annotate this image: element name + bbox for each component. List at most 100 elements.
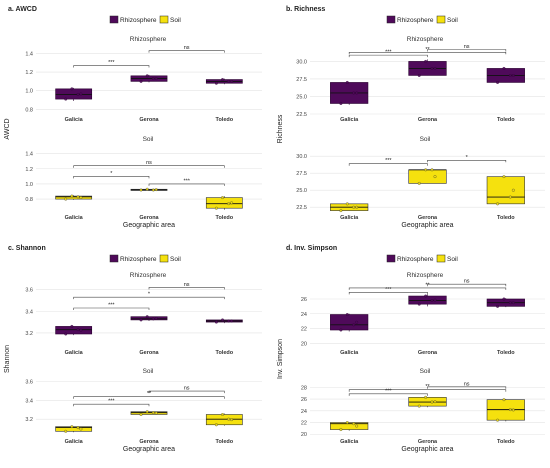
- data-point: [151, 411, 155, 415]
- data-point: [508, 408, 512, 412]
- facet-strip-label: Soil: [143, 368, 154, 375]
- data-point: [433, 298, 437, 302]
- y-tick-label: 24: [301, 409, 307, 415]
- data-point: [70, 425, 74, 429]
- panel-title: a. AWCD: [8, 6, 37, 13]
- data-point: [502, 66, 506, 70]
- box-galicia: [330, 422, 369, 430]
- data-point: [430, 298, 434, 302]
- data-point: [227, 202, 231, 206]
- x-tick-label: Galicia: [340, 439, 359, 445]
- significance-bracket: [73, 307, 150, 310]
- data-point: [352, 323, 356, 327]
- data-point: [230, 79, 234, 83]
- data-point: [339, 101, 343, 105]
- x-axis-label: Geographic area: [123, 446, 175, 453]
- data-point: [339, 428, 343, 432]
- data-point: [417, 73, 421, 77]
- data-point: [339, 209, 343, 213]
- significance-label: ns: [464, 44, 470, 50]
- legend-swatch-soil: [159, 15, 169, 24]
- significance-bracket: [427, 283, 507, 287]
- x-axis-label: Geographic area: [401, 446, 453, 453]
- data-point: [352, 205, 356, 209]
- data-point: [70, 87, 74, 91]
- data-point: [430, 400, 434, 404]
- x-tick-label: Galicia: [65, 439, 84, 445]
- data-point: [502, 175, 506, 179]
- data-point: [64, 429, 68, 433]
- data-point: [430, 66, 434, 70]
- x-tick-label: Toledo: [216, 117, 234, 123]
- significance-label: ns: [184, 386, 190, 392]
- legend-label-rhizosphere: Rhizosphere: [120, 17, 157, 24]
- legend-swatch-soil: [159, 254, 169, 263]
- y-tick-label: 30.0: [296, 154, 307, 160]
- data-point: [139, 412, 143, 416]
- data-point: [508, 301, 512, 305]
- facet-strip-label: Rhizosphere: [407, 36, 444, 43]
- x-tick-label: Galicia: [65, 117, 84, 123]
- significance-label: **: [147, 391, 152, 397]
- facet-strip-label: Rhizosphere: [407, 272, 444, 279]
- significance-bracket: [348, 52, 507, 55]
- y-tick-label: 1.4: [25, 152, 33, 158]
- box-galicia: [55, 326, 93, 335]
- significance-label: ***: [108, 399, 115, 405]
- y-tick-label: 1.2: [25, 70, 33, 76]
- y-tick-label: 1.0: [25, 89, 33, 95]
- data-point: [151, 77, 155, 81]
- significance-bracket: [427, 49, 507, 52]
- data-point: [355, 320, 359, 324]
- facet-strip-label: Rhizosphere: [130, 36, 167, 43]
- significance-bracket: [348, 393, 428, 396]
- data-point: [139, 79, 143, 83]
- data-point: [230, 201, 234, 205]
- significance-bracket: [348, 163, 428, 166]
- y-axis-label: Shannon: [4, 345, 11, 373]
- significance-bracket: [427, 159, 507, 163]
- x-tick-label: Galicia: [65, 350, 84, 356]
- data-point: [417, 181, 421, 185]
- y-tick-label: 27.5: [296, 171, 307, 177]
- data-point: [511, 188, 515, 192]
- box-gerona: [408, 169, 447, 184]
- significance-label: ***: [385, 287, 392, 293]
- data-point: [79, 196, 83, 200]
- data-point: [139, 188, 143, 192]
- data-point: [433, 66, 437, 70]
- y-tick-label: 3.6: [25, 380, 33, 386]
- data-point: [214, 206, 218, 210]
- y-tick-label: 22: [301, 327, 307, 333]
- data-point: [76, 426, 80, 430]
- x-tick-label: Galicia: [340, 117, 359, 123]
- significance-bracket: [348, 389, 507, 392]
- data-point: [154, 77, 158, 81]
- y-tick-label: 24: [301, 312, 307, 318]
- box-gerona: [130, 411, 168, 415]
- data-point: [214, 81, 218, 85]
- data-point: [355, 424, 359, 428]
- data-point: [227, 417, 231, 421]
- box-gerona: [130, 316, 168, 321]
- legend-label-soil: Soil: [447, 17, 458, 24]
- data-point: [154, 316, 158, 320]
- y-tick-label: 3.4: [25, 309, 33, 315]
- data-point: [145, 74, 149, 78]
- significance-label: **: [425, 47, 430, 53]
- panel-title: c. Shannon: [8, 245, 46, 252]
- y-tick-label: 0.8: [25, 197, 33, 203]
- data-point: [496, 80, 500, 84]
- facet-strip-label: Soil: [420, 368, 431, 375]
- data-point: [502, 398, 506, 402]
- legend-label-soil: Soil: [170, 17, 181, 24]
- significance-bracket: [148, 287, 225, 290]
- data-point: [502, 297, 506, 301]
- significance-bracket: [148, 183, 225, 186]
- data-point: [433, 175, 437, 179]
- y-tick-label: 1.0: [25, 182, 33, 188]
- data-point: [145, 315, 149, 319]
- data-point: [154, 188, 158, 192]
- significance-label: ***: [385, 158, 392, 164]
- y-tick-label: 1.4: [25, 51, 33, 57]
